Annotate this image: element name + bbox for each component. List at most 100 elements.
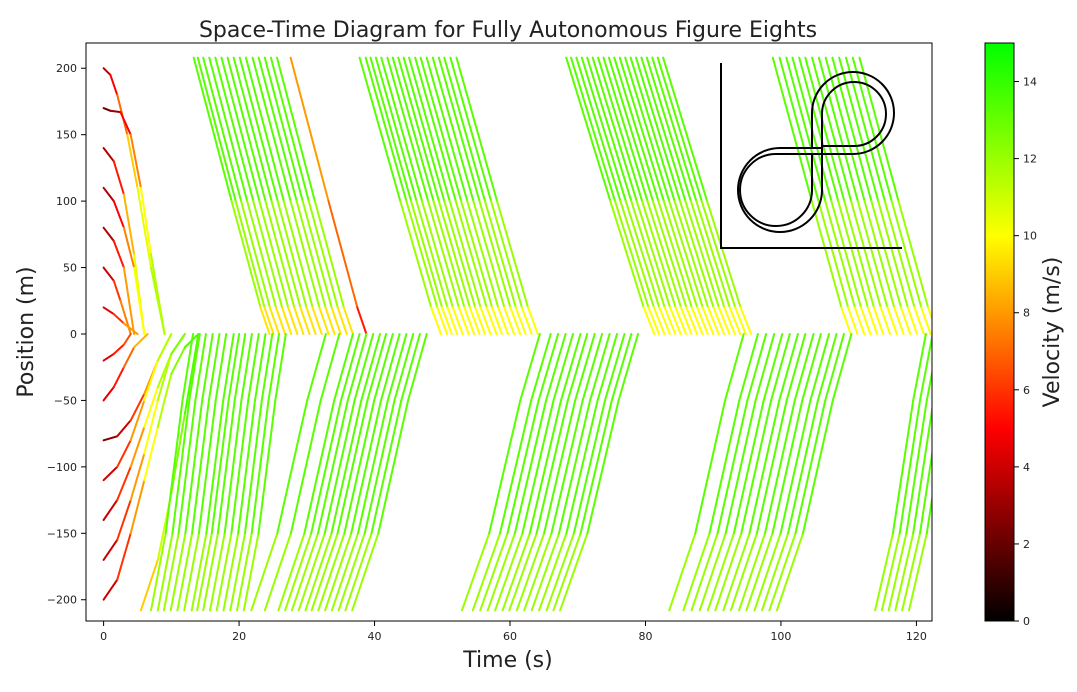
trajectory-segment-134 (771, 399, 804, 535)
trajectory-segment-38 (468, 306, 481, 335)
trajectory-segment-127 (746, 333, 768, 402)
trajectory-segment-135 (779, 399, 812, 535)
trajectory-segment-128 (698, 532, 727, 612)
trajectory-segment-119 (523, 532, 553, 612)
trajectory-segment-64 (645, 56, 692, 203)
trajectory-segment-131 (722, 532, 751, 612)
trajectory-segment-21 (293, 306, 305, 335)
trajectory-segment-102 (353, 333, 375, 402)
trajectory-segment-47 (449, 56, 493, 203)
trajectory-segment-36 (386, 56, 430, 203)
trajectory-segment-41 (454, 200, 488, 309)
trajectory-segment-8 (133, 333, 149, 349)
trajectory-segment-109 (400, 333, 421, 402)
trajectory-segment-111 (488, 399, 522, 535)
trajectory-segment-88 (190, 532, 208, 612)
trajectory-segment-140 (898, 399, 921, 535)
trajectory-segment-126 (708, 399, 741, 535)
trajectory-segment-75 (856, 200, 889, 309)
trajectory-segment-16 (196, 56, 237, 203)
figure-eight-inset (720, 63, 902, 249)
trajectory-segment-71 (860, 306, 872, 335)
trajectory-segment-9 (129, 392, 146, 422)
trajectory-segment-29 (342, 306, 354, 335)
trajectory-segment-112 (499, 399, 533, 535)
trajectory-segment-23 (276, 200, 308, 309)
colorbar-tick-label: 10 (1023, 230, 1037, 243)
trajectory-segment-10 (116, 439, 132, 468)
trajectory-segment-97 (276, 399, 309, 535)
trajectory-segment-30 (327, 200, 359, 309)
trajectory-segment-11 (102, 499, 119, 521)
trajectory-segment-130 (740, 399, 773, 535)
plot-frame (85, 42, 933, 622)
trajectory-segment-141 (925, 367, 932, 402)
trajectory-segment-135 (809, 333, 830, 402)
trajectory-segment-94 (244, 399, 263, 535)
trajectory-segment-49 (565, 56, 612, 203)
trajectory-segment-87 (214, 333, 228, 402)
trajectory-segment-142 (912, 403, 932, 535)
trajectory-segment-85 (201, 333, 214, 402)
trajectory-segment-132 (729, 532, 758, 612)
trajectory-segment-49 (609, 200, 645, 309)
colorbar-label: Velocity (m/s) (1040, 257, 1065, 408)
trajectory-segment-58 (690, 306, 704, 335)
trajectory-segment-70 (785, 56, 827, 203)
trajectory-segment-19 (281, 306, 293, 335)
trajectory-segment-14 (170, 412, 186, 495)
trajectory-segment-65 (651, 56, 698, 203)
trajectory-segment-53 (586, 56, 633, 203)
trajectory-segment-77 (900, 306, 912, 335)
trajectory-segment-44 (431, 56, 475, 203)
trajectory-segment-116 (501, 532, 531, 612)
trajectory-segment-141 (887, 532, 908, 612)
trajectory-segment-11 (116, 465, 132, 502)
trajectory-segment-47 (490, 200, 523, 309)
trajectory-segment-81 (897, 200, 930, 309)
colorbar-tick-label: 2 (1023, 538, 1030, 551)
trajectory-segment-87 (197, 399, 217, 535)
trajectory-segment-15 (192, 56, 233, 203)
trajectory-segment-130 (714, 532, 743, 612)
trajectory-segment-74 (879, 306, 891, 335)
trajectory-segment-125 (668, 532, 697, 612)
trajectory-segment-68 (810, 200, 843, 309)
trajectory-segment-18 (208, 56, 249, 203)
trajectory-segment-112 (471, 532, 501, 612)
trajectory-segment-4 (112, 240, 125, 269)
trajectory-segment-110 (377, 399, 410, 535)
trajectory-segment-98 (289, 399, 322, 535)
trajectory-segment-63 (684, 200, 720, 309)
trajectory-segment-54 (635, 200, 672, 309)
y-tick-label: −100 (47, 461, 77, 474)
trajectory-segment-62 (635, 56, 681, 203)
trajectory-segment-53 (630, 200, 666, 309)
trajectory-segment-45 (509, 306, 522, 335)
trajectory-segment-59 (696, 306, 709, 335)
trajectory-segment-37 (391, 56, 435, 203)
trajectory-segment-107 (386, 333, 408, 402)
trajectory-segment-0 (136, 186, 152, 269)
trajectory-segment-33 (441, 306, 453, 335)
trajectory-segment-117 (535, 399, 569, 535)
trajectory-segment-66 (656, 56, 703, 203)
trajectory-segment-72 (866, 306, 879, 335)
trajectory-segment-1 (109, 109, 122, 114)
trajectory-segment-129 (706, 532, 735, 612)
trajectory-segment-25 (251, 56, 292, 203)
trajectory-segment-5 (112, 279, 122, 302)
trajectory-segment-13 (129, 479, 146, 535)
trajectory-segment-111 (519, 333, 541, 402)
trajectory-segment-27 (330, 306, 342, 335)
trajectory-segment-81 (858, 56, 900, 203)
trajectory-segment-93 (254, 333, 267, 402)
trajectory-segment-31 (399, 200, 433, 309)
trajectory-segment-99 (277, 532, 306, 612)
trajectory-segment-137 (768, 532, 797, 612)
trajectory-segment-43 (466, 200, 500, 309)
trajectory-segment-98 (263, 532, 292, 612)
trajectory-segment-9 (102, 435, 119, 442)
trajectory-segment-40 (479, 306, 492, 335)
